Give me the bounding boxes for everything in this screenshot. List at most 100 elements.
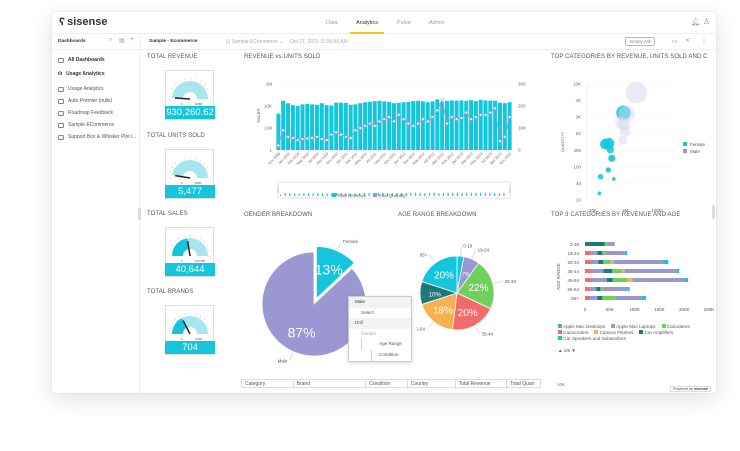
stacked-bar-segment (590, 269, 604, 273)
gauge-tick (204, 241, 205, 242)
dashboard-title[interactable]: Sample - Ecommerce (149, 39, 198, 44)
menu-item-drill[interactable]: Drill (349, 318, 411, 329)
sidebar-resize-handle[interactable] (138, 208, 141, 220)
revenue-bar (440, 101, 445, 150)
gauge-tick (189, 313, 191, 314)
layout-icon[interactable]: ▭ (672, 39, 678, 45)
gauge-needle (175, 174, 191, 179)
column-total-quantity[interactable]: Total Quan (510, 381, 535, 387)
legend-label: Apple Mac Desktops (563, 324, 606, 329)
folder-icon[interactable]: ▤ (119, 38, 125, 44)
powered-by-badge: Powered by sisense (670, 386, 712, 392)
sidebar-item-usage-analytics[interactable]: Usage Analytics (58, 86, 104, 92)
stacked-bar-segment (585, 251, 590, 255)
revenue-bar (459, 100, 464, 150)
user-icon[interactable]: ♙ (703, 17, 711, 26)
sisense-logo[interactable]: ʕ sisense (59, 16, 108, 28)
pie-leader-line (492, 281, 503, 284)
gauge-tick (209, 328, 211, 330)
more-icon[interactable]: ⋮ (701, 39, 707, 45)
search-icon[interactable]: ⌕ (109, 37, 113, 43)
legend-item[interactable]: Apple Mac Laptops (611, 324, 656, 329)
pie-category-label: Female (343, 239, 359, 244)
legend-item[interactable]: Camera Flashes (594, 330, 633, 335)
gauge-tick (194, 78, 196, 80)
share-icon[interactable]: < (686, 38, 690, 44)
nav-analytics[interactable]: Analytics (356, 20, 379, 26)
slider-bar (424, 193, 426, 196)
stacked-bar-segment (598, 260, 604, 264)
legend-total-revenue[interactable]: Total Revenue (332, 193, 366, 198)
gauge-widget: 0 2,500 704 (165, 305, 215, 355)
datasource-selector[interactable]: ⊡ Sample ECommerce ⌄ (226, 39, 284, 45)
legend-item[interactable]: Apple Mac Desktops (558, 324, 605, 329)
scrollbar-thumb[interactable] (712, 205, 715, 219)
legend-swatch (558, 330, 562, 334)
legend-item[interactable]: Calculators (661, 324, 690, 329)
quantity-point (358, 126, 362, 130)
x-tick-label: 200K (679, 307, 690, 312)
gauge-tick (199, 315, 201, 317)
nav-pulse[interactable]: Pulse (397, 20, 411, 26)
menu-item-age-range[interactable]: Age Range (361, 339, 411, 350)
gauge-tick (171, 323, 173, 325)
revenue-bar (324, 105, 329, 150)
slider-bar (293, 193, 296, 196)
sidebar-item-all-dashboards[interactable]: All Dashboards (58, 57, 105, 63)
legend-pager[interactable]: ▲ 1/6 ▼ (558, 348, 576, 353)
revenue-bar (290, 105, 295, 150)
dashboard-icon (58, 98, 64, 104)
menu-item-condition[interactable]: Condition (371, 349, 411, 361)
legend-item[interactable]: Car Speakers and Subwoofers (558, 336, 626, 341)
pie-value-label: 22% (468, 283, 488, 294)
column-condition[interactable]: Condition (366, 380, 408, 389)
stacked-bar-segment (662, 260, 669, 264)
pie-slice (451, 292, 492, 331)
slider-bar (326, 193, 328, 196)
gauge-tick (189, 78, 191, 79)
column-category[interactable]: Category (242, 380, 294, 389)
revenue-bar (493, 100, 498, 150)
column-brand[interactable]: Brand (294, 380, 367, 389)
dashboard-icon (58, 122, 64, 128)
x-tick-label: 10K (589, 208, 597, 212)
menu-item-select[interactable]: Select (361, 309, 374, 315)
column-country[interactable]: Country (408, 380, 456, 389)
scatter-point (597, 174, 604, 180)
gauge-tick (169, 250, 171, 252)
y-tick-label: 1 (269, 148, 272, 153)
revenue-bar (483, 100, 488, 150)
slider-bar (405, 192, 407, 196)
gauge-tick (209, 172, 211, 174)
y-tick-label: 1M (266, 82, 273, 87)
add-icon[interactable]: + (130, 36, 135, 43)
revenue-bar (339, 102, 344, 150)
stacked-bar-segment (606, 278, 613, 282)
nav-admin[interactable]: Admin (429, 20, 445, 26)
gauge-tick (199, 159, 201, 161)
gauge-tick (209, 93, 211, 95)
gauge-tick (210, 255, 211, 257)
sidebar-item-roadmap-feedback[interactable]: Roadmap Feedback (58, 110, 113, 116)
dashboard-icon (58, 57, 64, 63)
bell-icon[interactable]: 🔔︎ (691, 19, 700, 26)
sidebar-item-auto-premier[interactable]: Auto Premier (nulls) (58, 98, 112, 104)
revenue-bar (391, 103, 397, 150)
nav-data[interactable]: Data (326, 20, 338, 26)
sidebar-item-sample-ecommerce[interactable]: Sample ECommerce (58, 122, 114, 128)
legend-item[interactable]: Camcorders (558, 330, 588, 335)
scatter-point (603, 138, 615, 149)
sidebar-folder-usage-analytics[interactable]: ılı Usage Analytics (58, 71, 105, 77)
column-total-revenue[interactable]: Total Revenue (456, 380, 508, 389)
slider-bar (321, 193, 324, 196)
stacked-bar-segment (612, 269, 623, 273)
legend-item[interactable]: Car Amplifiers (639, 330, 673, 335)
simply-ask-button[interactable]: Simply Ask (625, 37, 656, 46)
stacked-bar-segment (684, 278, 689, 282)
revenue-bar (435, 99, 440, 150)
sidebar-item-box-whisker[interactable]: Support Box & Whisker Plot I... (58, 134, 137, 140)
slider-bar (331, 193, 333, 196)
scatter-point (618, 135, 628, 145)
legend-total-quantity[interactable]: Total Quantity (373, 193, 406, 198)
gauge-tick (175, 241, 176, 242)
